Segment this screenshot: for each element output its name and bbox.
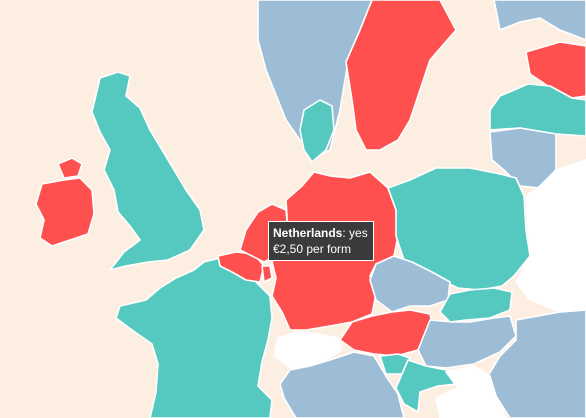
country-luxembourg[interactable]: [261, 265, 273, 283]
country-hungary[interactable]: [417, 315, 517, 369]
country-slovakia[interactable]: [439, 287, 513, 323]
country-united-kingdom[interactable]: [91, 71, 205, 271]
tooltip-line-1: Netherlands: yes: [273, 225, 368, 241]
tooltip-country: Netherlands: [273, 226, 343, 240]
country-switzerland[interactable]: [273, 331, 343, 369]
tooltip-answer: : yes: [342, 226, 368, 240]
country-ireland[interactable]: [35, 177, 95, 247]
country-czechia[interactable]: [369, 255, 451, 313]
country-sweden[interactable]: [345, 0, 457, 151]
country-finland[interactable]: [493, 0, 586, 41]
country-tooltip: Netherlands: yes €2,50 per form: [268, 221, 374, 261]
country-belarus[interactable]: [515, 159, 586, 313]
country-france[interactable]: [115, 257, 273, 418]
country-belgium[interactable]: [217, 251, 265, 283]
country-latvia[interactable]: [489, 83, 586, 137]
country-northern-ireland[interactable]: [57, 157, 83, 179]
tooltip-detail: €2,50 per form: [273, 242, 352, 256]
country-denmark[interactable]: [299, 99, 335, 163]
country-serbia[interactable]: [435, 365, 507, 418]
country-estonia[interactable]: [525, 41, 586, 99]
country-italy[interactable]: [279, 351, 405, 418]
